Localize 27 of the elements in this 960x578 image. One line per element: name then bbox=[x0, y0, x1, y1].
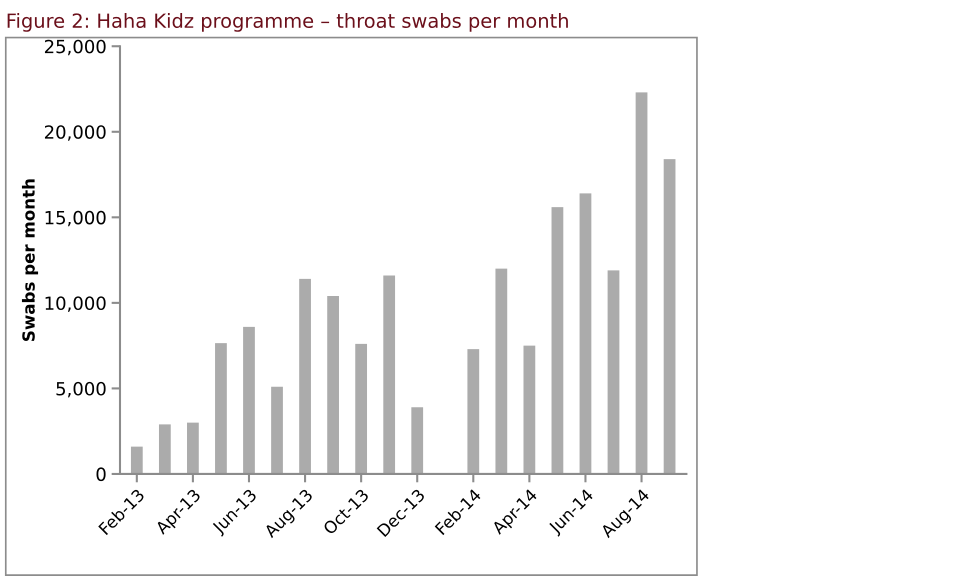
bar bbox=[130, 446, 143, 474]
bar bbox=[187, 422, 199, 474]
bar bbox=[299, 278, 311, 474]
bar bbox=[383, 276, 396, 474]
y-tick-label: 20,000 bbox=[44, 125, 106, 141]
bar bbox=[215, 343, 227, 474]
bar bbox=[243, 326, 255, 474]
bar bbox=[271, 386, 283, 474]
bar bbox=[355, 344, 368, 474]
y-tick-label: 5,000 bbox=[56, 382, 106, 398]
bar bbox=[608, 270, 620, 474]
y-axis-title: Swabs per month bbox=[22, 179, 38, 341]
y-tick-label: 10,000 bbox=[46, 296, 106, 312]
y-tick-label: 0 bbox=[96, 467, 106, 482]
bar bbox=[158, 424, 171, 474]
bar bbox=[495, 268, 508, 474]
y-tick-label: 15,000 bbox=[46, 210, 106, 226]
bar bbox=[467, 349, 480, 474]
bar bbox=[411, 407, 424, 474]
bar bbox=[664, 159, 676, 474]
bar bbox=[327, 296, 339, 474]
bar bbox=[552, 207, 564, 474]
bar bbox=[523, 346, 536, 474]
y-tick-label: 25,000 bbox=[44, 40, 106, 56]
bar bbox=[636, 92, 648, 474]
bar bbox=[580, 193, 592, 474]
chart-title: Figure 2: Haha Kidz programme – throat swabs per month bbox=[8, 12, 568, 32]
